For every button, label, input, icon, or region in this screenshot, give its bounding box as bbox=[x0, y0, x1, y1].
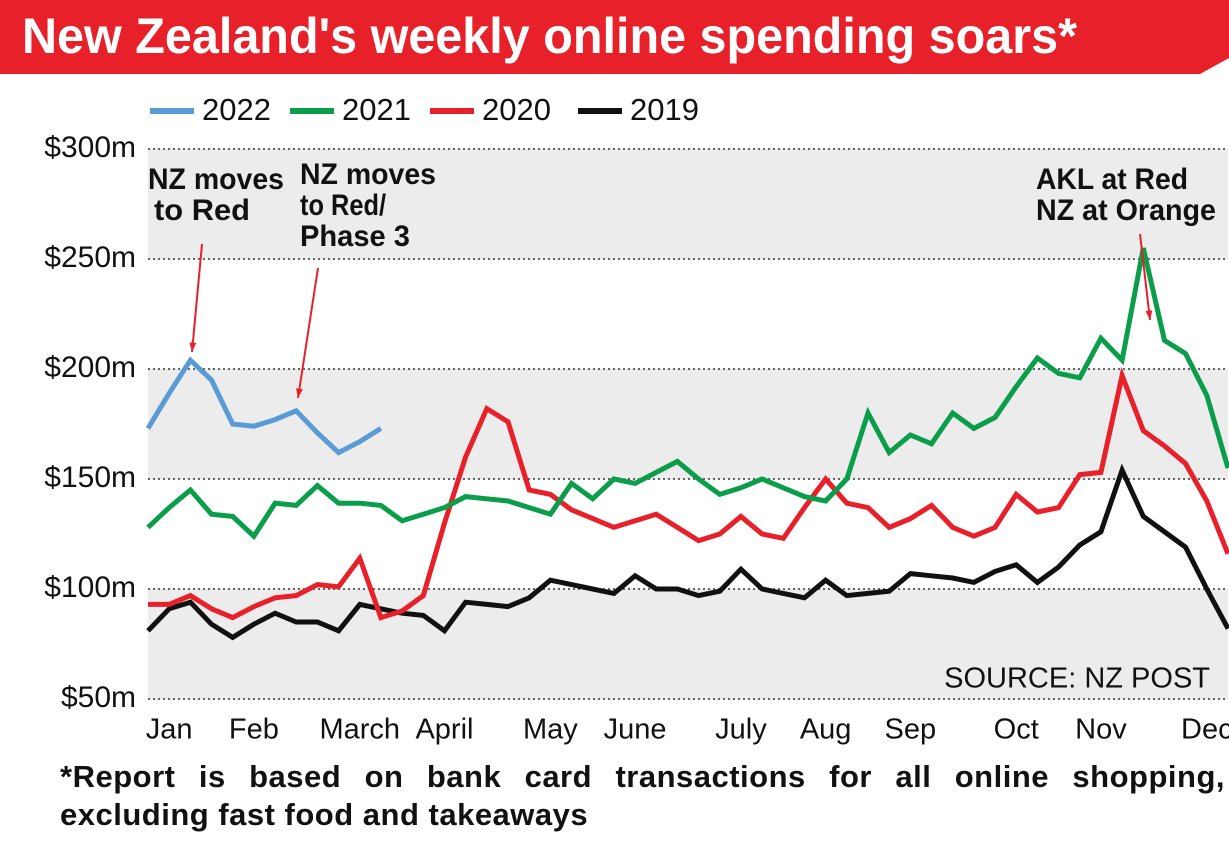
band bbox=[148, 369, 1228, 479]
series-line bbox=[146, 463, 1229, 641]
x-tick-label: Dec bbox=[1181, 714, 1229, 746]
x-tick-label: May bbox=[523, 714, 578, 746]
annotation-arrow bbox=[1139, 233, 1151, 321]
arrow-head bbox=[1145, 310, 1153, 320]
annotation: Phase 3 bbox=[300, 220, 410, 253]
legend-label: 2020 bbox=[482, 92, 551, 127]
annotation: to Red/ bbox=[300, 189, 387, 222]
arrow-head bbox=[296, 388, 303, 398]
x-tick-label: July bbox=[715, 714, 767, 746]
x-tick-label: Feb bbox=[229, 714, 279, 746]
series-line bbox=[146, 247, 1229, 541]
series-line bbox=[145, 356, 383, 456]
source: SOURCE: NZ POST bbox=[944, 663, 1210, 695]
annotation: AKL at Red bbox=[1036, 163, 1188, 196]
legend-label: 2021 bbox=[342, 92, 411, 127]
annotation: NZ at Orange bbox=[1036, 194, 1216, 227]
y-tick-label: $150m bbox=[44, 461, 136, 494]
x-tick-label: Jan bbox=[146, 714, 193, 746]
band bbox=[148, 149, 1228, 259]
bands bbox=[148, 149, 1228, 699]
annotation: to Red bbox=[154, 194, 250, 227]
title-banner bbox=[0, 0, 1229, 74]
y-tick-label: $200m bbox=[44, 351, 136, 384]
arrow-head bbox=[189, 342, 197, 352]
chart-title: New Zealand's weekly online spending soa… bbox=[22, 8, 1078, 64]
annotation-arrow bbox=[297, 267, 319, 399]
series-line bbox=[148, 366, 1229, 621]
y-tick-label: $100m bbox=[44, 571, 136, 604]
x-tick-label: March bbox=[319, 714, 400, 746]
y-tick-label: $300m bbox=[44, 131, 136, 164]
annotation: NZ moves bbox=[148, 163, 284, 196]
y-tick-label: $50m bbox=[61, 681, 136, 714]
x-tick-label: April bbox=[415, 714, 473, 746]
annotation: NZ moves bbox=[300, 158, 436, 191]
x-tick-label: Oct bbox=[994, 714, 1039, 746]
legend-label: 2022 bbox=[202, 92, 271, 127]
x-tick-label: Sep bbox=[885, 714, 937, 746]
x-tick-label: June bbox=[604, 714, 667, 746]
x-tick-label: Nov bbox=[1075, 714, 1127, 746]
footnote: *Report is based on bank card transactio… bbox=[60, 759, 1225, 832]
annotation-arrow bbox=[191, 243, 203, 353]
y-tick-label: $250m bbox=[44, 241, 136, 274]
band bbox=[148, 589, 1228, 699]
x-tick-label: Aug bbox=[800, 714, 852, 746]
legend-label: 2019 bbox=[630, 92, 699, 127]
